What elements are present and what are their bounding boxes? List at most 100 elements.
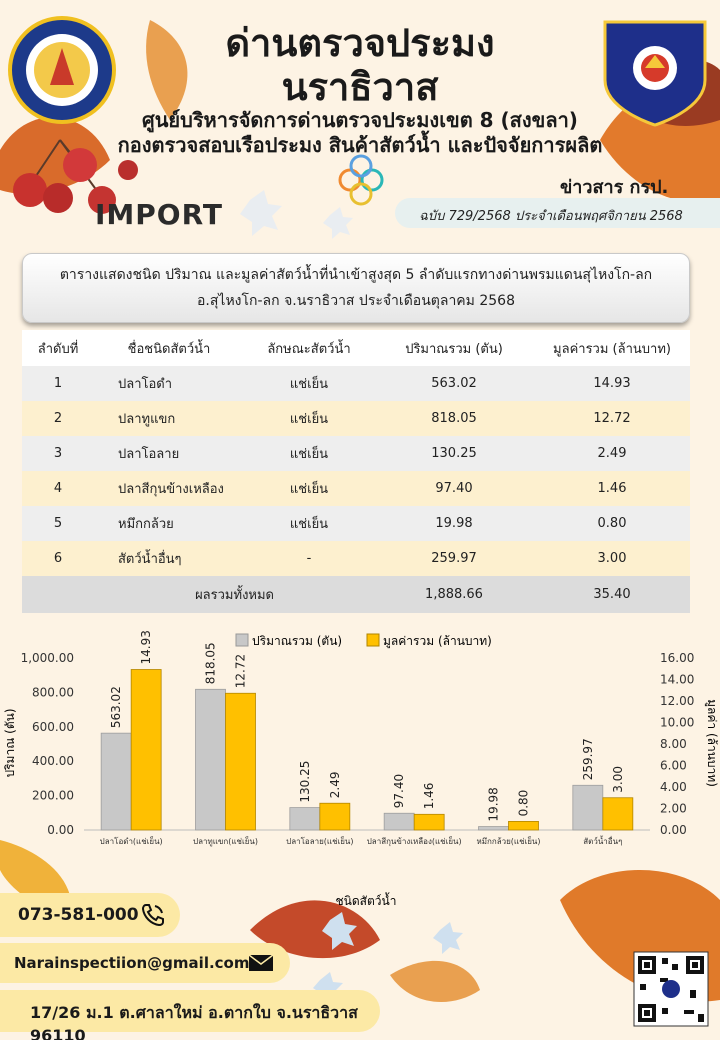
- mail-icon: [248, 954, 274, 971]
- quantity-value: 818.05: [374, 401, 534, 436]
- y-tick-label: 0.00: [47, 823, 74, 837]
- y2-tick-label: 6.00: [660, 759, 687, 773]
- y-tick-label: 600.00: [32, 720, 74, 734]
- page-subtitle: ศูนย์บริหารจัดการด่านตรวจประมงเขต 8 (สงข…: [90, 108, 630, 158]
- x-tick-label: ปลาสีกุนข้างเหลือง(แช่เย็น): [367, 836, 462, 846]
- species-name: ปลาโอดำ: [94, 366, 244, 401]
- bar-quantity: [100, 732, 132, 831]
- total-quantity: 1,888.66: [374, 576, 534, 613]
- value-amount: 2.49: [534, 436, 690, 471]
- legend-label-quantity: ปริมาณรวม (ตัน): [252, 634, 342, 648]
- species-name: ปลาสีกุนข้างเหลือง: [94, 471, 244, 506]
- y2-axis-label: มูลค่า (ล้านบาท): [704, 699, 719, 787]
- header-cell: ลักษณะสัตว์น้ำ: [244, 330, 374, 366]
- news-label: ข่าวสาร กรป.: [560, 177, 669, 198]
- row-number: 3: [22, 436, 94, 471]
- table-header-row: ลำดับที่ ชื่อชนิดสัตว์น้ำ ลักษณะสัตว์น้ำ…: [22, 330, 690, 366]
- y-tick-label: 200.00: [32, 789, 74, 803]
- subtitle-line-2: กองตรวจสอบเรือประมง สินค้าสัตว์น้ำ และปั…: [117, 133, 603, 157]
- ornament-icon: [338, 154, 384, 206]
- y2-tick-label: 16.00: [660, 651, 694, 665]
- table-row: 1 ปลาโอดำ แช่เย็น 563.02 14.93: [22, 366, 690, 401]
- issue-banner: ฉบับ 729/2568 ประจำเดือนพฤศจิกายน 2568: [395, 198, 720, 228]
- species-name: ปลาโอลาย: [94, 436, 244, 471]
- table-row: 6 สัตว์น้ำอื่นๆ - 259.97 3.00: [22, 541, 690, 576]
- y2-tick-label: 14.00: [660, 673, 694, 687]
- x-tick-label: ปลาทูแขก(แช่เย็น): [193, 836, 258, 847]
- bar-value: [602, 797, 634, 831]
- data-label-value: 12.72: [234, 654, 248, 688]
- row-number: 6: [22, 541, 94, 576]
- header-cell: มูลค่ารวม (ล้านบาท): [534, 330, 690, 366]
- x-tick-label: สัตว์น้ำอื่นๆ: [583, 835, 622, 846]
- phone-number: 073-581-000: [18, 905, 139, 925]
- row-number: 1: [22, 366, 94, 401]
- row-number: 2: [22, 401, 94, 436]
- phone-icon: [141, 904, 164, 927]
- table-row: 3 ปลาโอลาย แช่เย็น 130.25 2.49: [22, 436, 690, 471]
- address-text: 17/26 ม.1 ต.ศาลาใหม่ อ.ตากใบ จ.นราธิวาส …: [30, 1003, 358, 1040]
- data-label-value: 0.80: [517, 790, 531, 817]
- species-name: ปลาทูแขก: [94, 401, 244, 436]
- y2-tick-label: 8.00: [660, 737, 687, 751]
- species-name: หมึกกล้วย: [94, 506, 244, 541]
- qr-code-icon: [633, 951, 709, 1027]
- table-total-row: ผลรวมทั้งหมด 1,888.66 35.40: [22, 576, 690, 613]
- import-chart: ปริมาณรวม (ตัน) มูลค่ารวม (ล้านบาท) 0.00…: [3, 630, 719, 908]
- value-amount: 12.72: [534, 401, 690, 436]
- chart-legend: ปริมาณรวม (ตัน) มูลค่ารวม (ล้านบาท): [235, 633, 492, 649]
- import-heading: IMPORT: [95, 198, 224, 231]
- quantity-value: 97.40: [374, 471, 534, 506]
- y-tick-label: 800.00: [32, 685, 74, 699]
- quantity-value: 19.98: [374, 506, 534, 541]
- y2-tick-label: 0.00: [660, 823, 687, 837]
- header-cell: ชื่อชนิดสัตว์น้ำ: [94, 330, 244, 366]
- header-cell: ลำดับที่: [22, 330, 94, 366]
- title-line-1: ด่านตรวจประมง: [225, 21, 495, 65]
- x-axis-label: ชนิดสัตว์น้ำ: [336, 892, 397, 908]
- data-label-quantity: 19.98: [487, 787, 501, 821]
- x-tick-label: ปลาโอดำ(แช่เย็น): [100, 836, 163, 846]
- bar-value: [130, 669, 162, 831]
- x-tick-label: หมึกกล้วย(แช่เย็น): [476, 836, 540, 846]
- row-number: 5: [22, 506, 94, 541]
- species-type: แช่เย็น: [244, 471, 374, 506]
- y2-tick-label: 2.00: [660, 802, 687, 816]
- table-title: ตารางแสดงชนิด ปริมาณ และมูลค่าสัตว์น้ำที…: [22, 253, 690, 323]
- table-title-line-2: อ.สุไหงโก-ลก จ.นราธิวาส ประจำเดือนตุลาคม…: [197, 293, 515, 309]
- header-cell: ปริมาณรวม (ตัน): [374, 330, 534, 366]
- berries-icon: [13, 139, 138, 214]
- row-number: 4: [22, 471, 94, 506]
- leaf-icon: [390, 960, 480, 1002]
- species-type: แช่เย็น: [244, 506, 374, 541]
- data-label-quantity: 818.05: [204, 642, 218, 684]
- data-label-value: 2.49: [328, 772, 342, 799]
- bar-quantity: [572, 784, 604, 831]
- data-label-quantity: 563.02: [109, 686, 123, 728]
- data-label-quantity: 259.97: [581, 738, 595, 780]
- total-label: ผลรวมทั้งหมด: [22, 576, 374, 613]
- bar-value: [508, 820, 539, 831]
- bar-quantity: [478, 826, 509, 831]
- y2-tick-label: 10.00: [660, 716, 694, 730]
- page-title: ด่านตรวจประมง นราธิวาส: [200, 21, 520, 109]
- legend-swatch-value: [366, 633, 380, 647]
- x-tick-label: ปลาโอลาย(แช่เย็น): [286, 836, 353, 846]
- email-contact: Narainspectiion@gmail.com: [0, 943, 290, 983]
- y2-tick-label: 4.00: [660, 780, 687, 794]
- table-row: 5 หมึกกล้วย แช่เย็น 19.98 0.80: [22, 506, 690, 541]
- quantity-value: 259.97: [374, 541, 534, 576]
- total-value: 35.40: [534, 576, 690, 613]
- y-axis-label: ปริมาณ (ตัน): [3, 708, 17, 777]
- quantity-value: 563.02: [374, 366, 534, 401]
- value-amount: 3.00: [534, 541, 690, 576]
- bar-quantity: [195, 688, 226, 831]
- y2-tick-label: 12.00: [660, 694, 694, 708]
- subtitle-line-1: ศูนย์บริหารจัดการด่านตรวจประมงเขต 8 (สงข…: [142, 108, 578, 132]
- value-amount: 0.80: [534, 506, 690, 541]
- table-row: 4 ปลาสีกุนข้างเหลือง แช่เย็น 97.40 1.46: [22, 471, 690, 506]
- value-amount: 14.93: [534, 366, 690, 401]
- species-name: สัตว์น้ำอื่นๆ: [94, 541, 244, 576]
- species-type: -: [244, 541, 374, 576]
- leaf-icon: [146, 20, 188, 120]
